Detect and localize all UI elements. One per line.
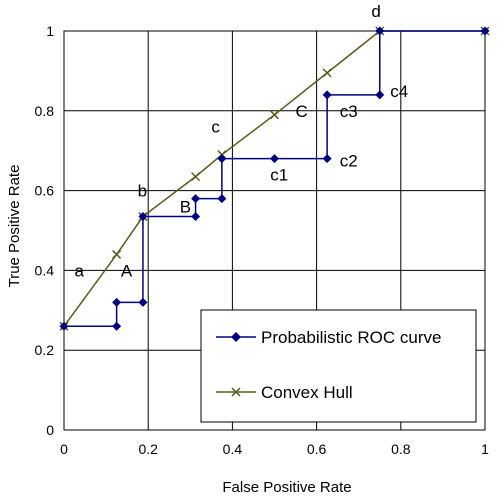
annotation-label: c4 bbox=[390, 82, 408, 101]
legend-roc-marker bbox=[231, 332, 241, 342]
x-axis-title: False Positive Rate bbox=[222, 479, 351, 496]
roc-point bbox=[112, 321, 122, 331]
y-axis-title: True Positive Rate bbox=[6, 165, 23, 288]
x-tick-label: 0.6 bbox=[307, 441, 327, 457]
hull-point bbox=[322, 68, 332, 78]
legend-roc-label: Probabilistic ROC curve bbox=[261, 328, 441, 347]
x-tick-label: 0.4 bbox=[223, 441, 243, 457]
roc-point bbox=[322, 154, 332, 164]
y-tick-label: 0.8 bbox=[35, 103, 55, 119]
hull-point bbox=[112, 249, 122, 259]
annotation-label: A bbox=[121, 261, 133, 280]
roc-point bbox=[217, 154, 227, 164]
plot-frame bbox=[63, 30, 486, 431]
annotation-label: c3 bbox=[340, 102, 358, 121]
roc-point bbox=[270, 154, 279, 164]
roc-series bbox=[59, 26, 490, 331]
y-tick-label: 0.2 bbox=[35, 342, 55, 358]
y-tick-label: 0.6 bbox=[35, 183, 55, 199]
roc-point bbox=[375, 26, 385, 36]
roc-point bbox=[112, 297, 122, 307]
series bbox=[59, 26, 490, 331]
roc-point bbox=[480, 26, 490, 36]
x-tick-label: 0.2 bbox=[138, 441, 158, 457]
legend-hull-label: Convex Hull bbox=[261, 383, 353, 402]
x-tick-label: 1 bbox=[481, 441, 489, 457]
roc-point bbox=[322, 90, 332, 100]
x-tick-label: 0.8 bbox=[391, 441, 411, 457]
axis-ticks: 0 0.2 0.4 0.6 0.8 1 0 0.2 0.4 0.6 0.8 1 bbox=[35, 23, 490, 457]
roc-point bbox=[138, 297, 148, 307]
hull-point bbox=[191, 172, 201, 182]
annotation-label: c2 bbox=[340, 152, 358, 171]
annotation-label: b bbox=[138, 182, 147, 201]
y-tick-label: 1 bbox=[46, 23, 54, 39]
annotation-label: d bbox=[371, 2, 380, 21]
roc-point bbox=[191, 212, 201, 222]
annotation-label: a bbox=[75, 261, 85, 280]
annotation-label: B bbox=[180, 198, 191, 217]
roc-point bbox=[217, 194, 227, 204]
legend-box bbox=[200, 309, 477, 423]
y-tick-label: 0.4 bbox=[35, 262, 55, 278]
annotations: a Ab Bc c1 c2 C c3 c4 d bbox=[75, 2, 409, 280]
hull-point bbox=[269, 110, 280, 120]
roc-point bbox=[59, 321, 69, 331]
annotation-label: c bbox=[211, 118, 220, 137]
legend: Probabilistic ROC curve Convex Hull bbox=[200, 309, 477, 423]
annotation-label: C bbox=[296, 102, 308, 121]
roc-point bbox=[375, 90, 385, 100]
legend-hull-marker bbox=[231, 387, 241, 397]
x-tick-label: 0 bbox=[60, 441, 68, 457]
roc-point bbox=[191, 194, 201, 204]
annotation-label: c1 bbox=[270, 166, 288, 185]
roc-point bbox=[138, 212, 148, 222]
y-tick-label: 0 bbox=[46, 422, 54, 438]
